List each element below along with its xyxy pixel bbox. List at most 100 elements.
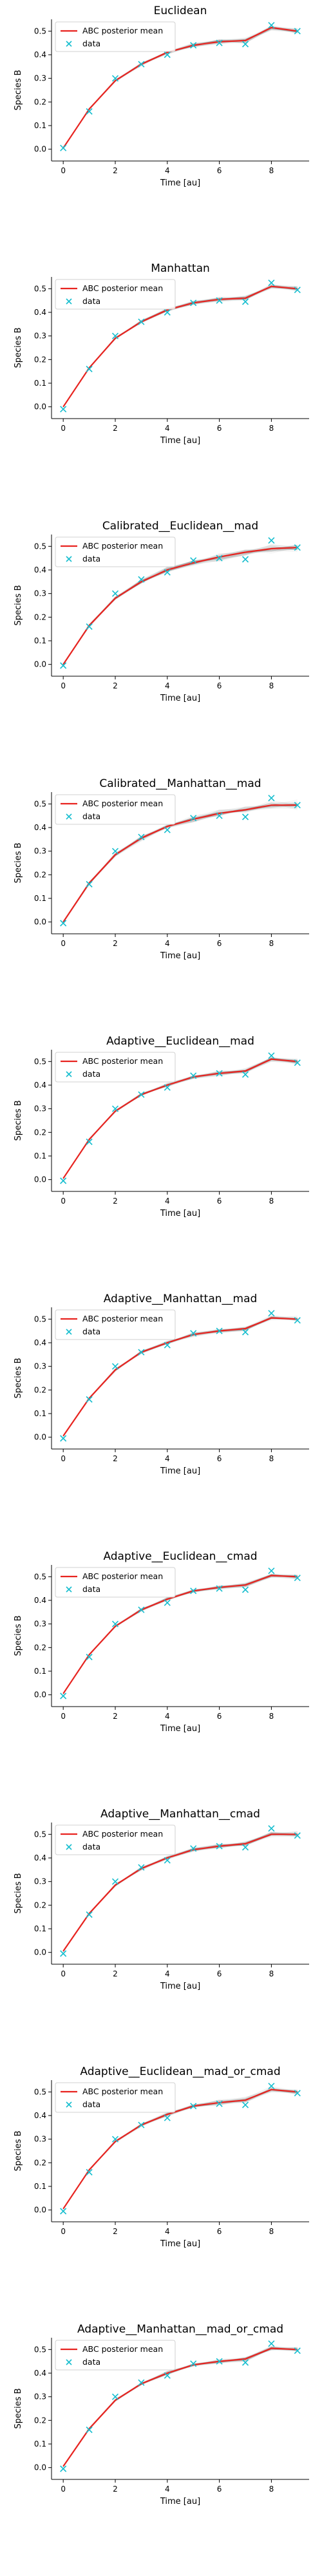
legend: ABC posterior mean data [55,1309,176,1340]
data-point [111,590,119,597]
x-tick-label: 4 [165,2485,170,2494]
data-point [60,920,67,927]
data-point [111,1878,119,1885]
legend-data-label: data [82,2099,100,2109]
legend-box [55,279,176,310]
data-point [216,2358,223,2365]
legend-data-swatch [66,1844,72,1850]
x-tick-label: 8 [269,939,274,948]
legend-mean-label: ABC posterior mean [82,1056,163,1066]
x-tick-label: 2 [113,1197,118,1206]
legend: ABC posterior mean data [55,2340,176,2371]
x-tick-label: 8 [269,2227,274,2236]
y-tick-label: 0.5 [34,26,46,35]
x-axis-label: Time [au] [160,436,200,446]
y-tick-label: 0.2 [34,1643,46,1652]
subplot: Adaptive__Euclidean__mad 0 2 4 6 8 0.0 0.1 0.2 0.… [14,1035,309,1218]
y-axis-label: Species B [14,1615,23,1656]
data-point [138,1349,145,1356]
data-point [164,2372,171,2379]
y-tick-label: 0.0 [34,1175,46,1184]
x-tick-label: 0 [61,1712,66,1721]
legend-mean-label: ABC posterior mean [82,1829,163,1839]
subplot: Calibrated__Euclidean__mad 0 2 4 6 8 0.0 0.1 0.2… [14,520,309,703]
y-tick-label: 0.2 [34,1385,46,1394]
data-point [111,1363,119,1370]
subplot: Calibrated__Manhattan__mad 0 2 4 6 8 0.0 0.1 0.2… [14,777,309,961]
subplot-title: Adaptive__Euclidean__mad [106,1035,254,1048]
x-tick-label: 2 [113,2485,118,2494]
data-point [164,1341,171,1349]
data-point [138,1606,145,1613]
y-tick-label: 0.1 [34,2182,46,2191]
y-tick-label: 0.5 [34,1830,46,1839]
x-tick-label: 8 [269,2485,274,2494]
legend-box [55,21,176,52]
data-point [111,2393,119,2400]
data-point [294,28,301,35]
data-point [111,2136,119,2143]
data-point [86,1138,93,1146]
x-tick-label: 2 [113,681,118,690]
data-point [242,1586,249,1593]
subplot-title: Manhattan [151,262,210,275]
legend-data-swatch [66,2359,72,2365]
y-tick-label: 0.4 [34,1596,46,1605]
data-point [138,318,145,325]
data-point [190,815,197,822]
posterior-mean-line [62,2088,298,2210]
data-point [294,1317,301,1324]
data-point [216,812,223,819]
y-tick-label: 0.1 [34,1151,46,1160]
subplot: Manhattan 0 2 4 6 8 0.0 0.1 0.2 0.3 0.4 0.5 Time [au… [14,262,309,446]
data-point [294,802,301,809]
x-tick-label: 8 [269,424,274,433]
legend-data-label: data [82,811,100,821]
data-point [111,75,119,82]
subplot-title: Adaptive__Manhattan__cmad [100,1808,260,1821]
x-tick-label: 4 [165,166,170,175]
y-axis-label: Species B [14,2388,23,2429]
y-tick-label: 0.5 [34,799,46,808]
data-point [294,1575,301,1582]
data-point [268,279,275,287]
y-tick-label: 0.3 [34,1620,46,1629]
x-tick-label: 4 [165,2227,170,2236]
y-tick-label: 0.1 [34,1667,46,1676]
legend-data-swatch [66,1586,72,1593]
y-tick-label: 0.3 [34,332,46,341]
y-tick-label: 0.4 [34,1853,46,1862]
x-tick-label: 6 [217,681,222,690]
y-tick-label: 0.0 [34,402,46,412]
y-tick-label: 0.3 [34,589,46,598]
legend-data-swatch [66,1329,72,1335]
subplot-title: Calibrated__Euclidean__mad [102,520,258,533]
data-point [164,826,171,833]
data-point [216,39,223,46]
legend-mean-label: ABC posterior mean [82,541,163,551]
x-tick-label: 4 [165,424,170,433]
y-tick-label: 0.5 [34,1314,46,1323]
subplot-title: Adaptive__Manhattan__mad [104,1293,258,1305]
legend: ABC posterior mean data [55,1824,176,1855]
y-tick-label: 0.0 [34,1433,46,1442]
posterior-mean-line [62,26,298,149]
x-tick-label: 8 [269,1454,274,1463]
data-point [268,1052,275,1059]
legend-data-label: data [82,1842,100,1852]
data-point [190,2360,197,2367]
y-tick-label: 0.1 [34,636,46,645]
x-tick-label: 2 [113,166,118,175]
data-point [86,1653,93,1661]
legend-data-swatch [66,41,72,47]
data-point [268,537,275,544]
data-point [294,1059,301,1066]
data-point [111,848,119,855]
x-axis-label: Time [au] [160,951,200,961]
legend-data-label: data [82,1584,100,1594]
data-point [60,406,67,413]
y-tick-label: 0.1 [34,1924,46,1933]
x-tick-label: 2 [113,1969,118,1978]
legend-mean-label: ABC posterior mean [82,799,163,808]
y-axis-label: Species B [14,70,23,110]
